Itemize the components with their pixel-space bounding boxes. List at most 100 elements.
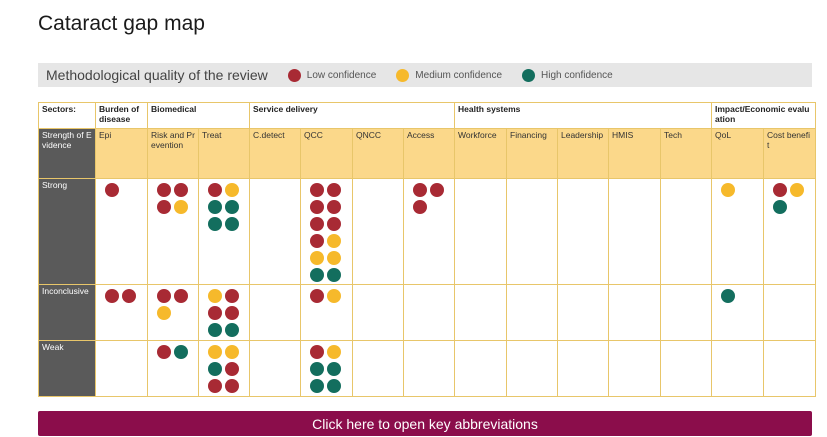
gap-map-cell[interactable] bbox=[95, 284, 148, 341]
gap-map-cell[interactable] bbox=[763, 178, 816, 285]
evidence-row: Strong bbox=[38, 178, 816, 285]
review-dot-icon[interactable] bbox=[225, 183, 239, 197]
review-dot-icon[interactable] bbox=[225, 362, 239, 376]
review-dot-icon[interactable] bbox=[208, 183, 222, 197]
legend-item-high: High confidence bbox=[522, 68, 613, 82]
review-dot-icon[interactable] bbox=[310, 268, 324, 282]
review-dot-icon[interactable] bbox=[413, 183, 427, 197]
gap-map-cell[interactable] bbox=[198, 284, 250, 341]
review-dot-icon[interactable] bbox=[327, 345, 341, 359]
review-dot-icon[interactable] bbox=[174, 345, 188, 359]
review-dot-icon[interactable] bbox=[122, 289, 136, 303]
review-dot-icon[interactable] bbox=[327, 289, 341, 303]
gap-map-cell[interactable] bbox=[711, 284, 764, 341]
review-dot-icon[interactable] bbox=[208, 217, 222, 231]
gap-map-cell[interactable] bbox=[300, 284, 353, 341]
review-dot-icon[interactable] bbox=[208, 323, 222, 337]
gap-map-cell[interactable] bbox=[198, 178, 250, 285]
gap-map-cell[interactable] bbox=[147, 178, 199, 285]
review-dot-icon[interactable] bbox=[790, 183, 804, 197]
review-dot-icon[interactable] bbox=[310, 379, 324, 393]
evidence-row: Inconclusive bbox=[38, 284, 816, 341]
review-dot-icon[interactable] bbox=[208, 362, 222, 376]
open-abbreviations-button[interactable]: Click here to open key abbreviations bbox=[38, 411, 812, 436]
review-dot-icon[interactable] bbox=[327, 200, 341, 214]
review-dot-icon[interactable] bbox=[157, 345, 171, 359]
review-dot-icon[interactable] bbox=[225, 345, 239, 359]
column-header: Treat bbox=[198, 128, 250, 179]
review-dot-icon[interactable] bbox=[157, 183, 171, 197]
review-dot-icon[interactable] bbox=[310, 362, 324, 376]
review-dot-icon[interactable] bbox=[157, 289, 171, 303]
gap-map-cell bbox=[660, 284, 712, 341]
gap-map-cell[interactable] bbox=[198, 340, 250, 397]
legend-title: Methodological quality of the review bbox=[46, 67, 268, 83]
gap-map-cell bbox=[506, 340, 558, 397]
gap-map-cell[interactable] bbox=[300, 178, 353, 285]
review-dot-icon[interactable] bbox=[225, 200, 239, 214]
review-dot-icon[interactable] bbox=[310, 200, 324, 214]
column-header: HMIS bbox=[608, 128, 661, 179]
review-dot-icon[interactable] bbox=[310, 251, 324, 265]
review-dot-icon[interactable] bbox=[430, 183, 444, 197]
review-dot-icon[interactable] bbox=[225, 306, 239, 320]
evidence-row: Weak bbox=[38, 340, 816, 397]
review-dot-icon[interactable] bbox=[310, 289, 324, 303]
gap-map-cell[interactable] bbox=[147, 340, 199, 397]
review-dots bbox=[304, 287, 349, 303]
legend-item-low: Low confidence bbox=[287, 68, 376, 82]
review-dot-icon[interactable] bbox=[310, 217, 324, 231]
review-dot-icon[interactable] bbox=[327, 217, 341, 231]
review-dot-icon[interactable] bbox=[208, 289, 222, 303]
review-dots bbox=[767, 181, 812, 214]
review-dot-icon[interactable] bbox=[208, 306, 222, 320]
sector-header-row: Sectors: Burden of disease Biomedical Servi… bbox=[38, 102, 816, 129]
review-dot-icon[interactable] bbox=[721, 183, 735, 197]
gap-map-cell[interactable] bbox=[95, 178, 148, 285]
review-dots bbox=[407, 181, 451, 214]
sector-group-header: Burden of disease bbox=[95, 102, 148, 129]
review-dot-icon[interactable] bbox=[310, 183, 324, 197]
red-dot-icon bbox=[287, 68, 301, 82]
review-dot-icon[interactable] bbox=[327, 379, 341, 393]
gap-map-cell bbox=[352, 284, 404, 341]
review-dot-icon[interactable] bbox=[225, 289, 239, 303]
review-dot-icon[interactable] bbox=[225, 379, 239, 393]
review-dot-icon[interactable] bbox=[327, 183, 341, 197]
review-dot-icon[interactable] bbox=[208, 200, 222, 214]
gap-map-cell[interactable] bbox=[711, 178, 764, 285]
review-dot-icon[interactable] bbox=[773, 183, 787, 197]
review-dot-icon[interactable] bbox=[157, 200, 171, 214]
review-dot-icon[interactable] bbox=[174, 183, 188, 197]
review-dot-icon[interactable] bbox=[174, 200, 188, 214]
gap-map-cell bbox=[608, 284, 661, 341]
review-dot-icon[interactable] bbox=[174, 289, 188, 303]
gap-map-cell bbox=[506, 284, 558, 341]
column-header: C.detect bbox=[249, 128, 301, 179]
review-dot-icon[interactable] bbox=[310, 234, 324, 248]
review-dot-icon[interactable] bbox=[413, 200, 427, 214]
review-dot-icon[interactable] bbox=[327, 251, 341, 265]
sector-group-header: Service delivery bbox=[249, 102, 455, 129]
review-dot-icon[interactable] bbox=[327, 362, 341, 376]
review-dot-icon[interactable] bbox=[105, 289, 119, 303]
review-dot-icon[interactable] bbox=[208, 379, 222, 393]
review-dot-icon[interactable] bbox=[105, 183, 119, 197]
evidence-row-label: Strong bbox=[38, 178, 96, 285]
review-dot-icon[interactable] bbox=[208, 345, 222, 359]
gap-map-cell bbox=[608, 178, 661, 285]
gap-map-cell[interactable] bbox=[300, 340, 353, 397]
review-dot-icon[interactable] bbox=[721, 289, 735, 303]
review-dot-icon[interactable] bbox=[327, 268, 341, 282]
review-dot-icon[interactable] bbox=[310, 345, 324, 359]
evidence-row-label: Inconclusive bbox=[38, 284, 96, 341]
gap-map-cell bbox=[352, 178, 404, 285]
review-dot-icon[interactable] bbox=[773, 200, 787, 214]
gap-map-cell[interactable] bbox=[147, 284, 199, 341]
review-dot-icon[interactable] bbox=[225, 323, 239, 337]
legend-label-medium: Medium confidence bbox=[415, 69, 503, 81]
review-dot-icon[interactable] bbox=[327, 234, 341, 248]
review-dot-icon[interactable] bbox=[157, 306, 171, 320]
review-dot-icon[interactable] bbox=[225, 217, 239, 231]
gap-map-cell[interactable] bbox=[403, 178, 455, 285]
